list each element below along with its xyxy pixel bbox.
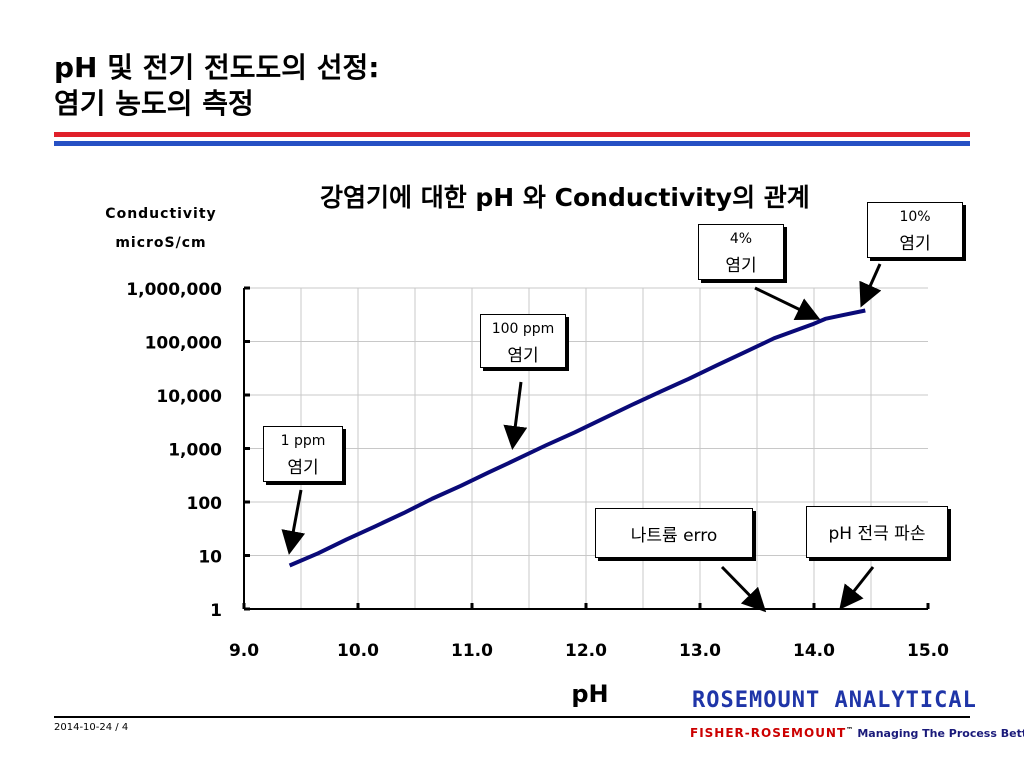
y-tick-label: 10,000: [156, 387, 222, 407]
x-tick-label: 14.0: [793, 641, 835, 661]
x-tick-label: 15.0: [907, 641, 949, 661]
annotation-arrow: [754, 286, 821, 320]
callout-100ppm-line2: 염기: [507, 346, 539, 366]
annotation-arrow: [281, 489, 306, 555]
y-tick-label: 1,000,000: [126, 280, 222, 300]
callout-100ppm-line1: 100 ppm: [491, 321, 555, 337]
x-axis-label: pH: [571, 680, 609, 708]
callout-10pct-line1: 10%: [899, 209, 931, 225]
brand-fisher-rosemount: FISHER-ROSEMOUNT™ Managing The Process B…: [690, 726, 1024, 740]
annotation-arrows: [281, 263, 882, 613]
callout-electrode-damage-text: pH 전극 파손: [828, 524, 926, 544]
x-tick-label: 12.0: [565, 641, 607, 661]
y-axis-unit: microS/cm: [115, 235, 207, 251]
brand-rosemount-analytical: ROSEMOUNT ANALYTICAL: [692, 688, 977, 713]
callout-100ppm: 100 ppm 염기: [480, 314, 566, 368]
x-tick-label: 10.0: [337, 641, 379, 661]
y-tick-label: 1: [210, 601, 222, 621]
brand-tagline: Managing The Process Better.: [857, 727, 1024, 740]
brand-tm: ™: [846, 726, 854, 734]
annotation-arrow: [503, 381, 528, 450]
x-tick-label: 11.0: [451, 641, 493, 661]
chart-axes: [242, 286, 930, 611]
annotation-arrow: [839, 566, 875, 610]
x-tick-label: 9.0: [229, 641, 259, 661]
y-axis-label: Conductivity: [105, 206, 217, 222]
callout-electrode-damage: pH 전극 파손: [806, 506, 948, 558]
title-rule-red: [54, 132, 970, 137]
y-tick-label: 100: [187, 494, 223, 514]
date-page: 2014-10-24 / 4: [54, 722, 129, 733]
callout-sodium-error-text: 나트륨 erro: [630, 526, 718, 546]
chart-grid: [244, 287, 928, 609]
chart-series: [288, 308, 866, 568]
annotation-arrow: [720, 565, 767, 613]
callout-4pct-line2: 염기: [725, 256, 757, 276]
callout-4pct-line1: 4%: [729, 231, 753, 247]
y-tick-label: 100,000: [145, 334, 223, 354]
x-tick-label: 13.0: [679, 641, 721, 661]
callout-10pct: 10% 염기: [867, 202, 963, 258]
slide-title: pH 및 전기 전도도의 선정: 염기 농도의 측정: [54, 50, 380, 122]
slide-title-line1: pH 및 전기 전도도의 선정:: [54, 51, 380, 84]
title-rule-blue: [54, 141, 970, 146]
callout-1ppm-line1: 1 ppm: [280, 433, 326, 449]
callout-4pct: 4% 염기: [698, 224, 784, 280]
slide-title-line2: 염기 농도의 측정: [54, 87, 254, 120]
callout-10pct-line2: 염기: [899, 234, 931, 254]
callout-sodium-error: 나트륨 erro: [595, 508, 753, 558]
footer-rule: [54, 716, 970, 718]
brand-fisher-rosemount-name: FISHER-ROSEMOUNT: [690, 726, 847, 740]
y-tick-label: 1,000: [168, 441, 222, 461]
annotation-arrow: [859, 263, 882, 308]
callout-1ppm-line2: 염기: [287, 458, 319, 478]
conductivity-line: [288, 308, 866, 568]
chart-tick-labels: 9.0 10.0 11.0 12.0 13.0 14.0 15.0 1 10 100 1,000 10…: [126, 280, 949, 661]
chart-title: 강염기에 대한 pH 와 Conductivity의 관계: [320, 183, 810, 212]
y-tick-label: 10: [198, 548, 222, 568]
callout-1ppm: 1 ppm 염기: [263, 426, 343, 482]
